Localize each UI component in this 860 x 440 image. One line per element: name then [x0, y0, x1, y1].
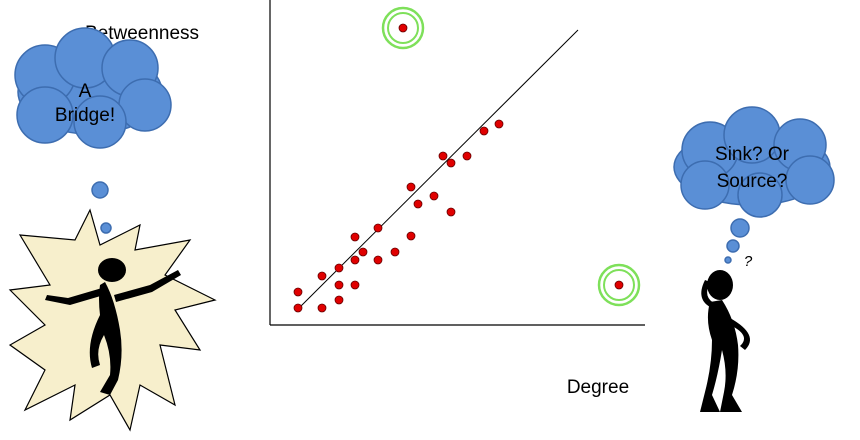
point [359, 248, 367, 256]
thinking-figure [700, 270, 750, 412]
point [335, 296, 343, 304]
point [391, 248, 399, 256]
slide: Betweenness Degree A Bridge! Sink? Or So… [0, 0, 860, 435]
left-thought-cloud [15, 28, 171, 233]
point [407, 232, 415, 240]
x-axis-label: Degree [567, 377, 629, 398]
point [463, 152, 471, 160]
point [495, 120, 503, 128]
outlier-top [383, 8, 423, 48]
point [318, 272, 326, 280]
scatter-points [294, 120, 503, 312]
point [374, 256, 382, 264]
excited-figure [10, 210, 215, 430]
left-cloud-text: Bridge! [55, 105, 115, 126]
point [447, 208, 455, 216]
point [294, 288, 302, 296]
outlier-right [599, 265, 639, 305]
point [351, 281, 359, 289]
point [480, 127, 488, 135]
point [318, 304, 326, 312]
point [430, 192, 438, 200]
point [439, 152, 447, 160]
point [414, 200, 422, 208]
point [407, 183, 415, 191]
point [294, 304, 302, 312]
point [351, 256, 359, 264]
point [447, 159, 455, 167]
point [374, 224, 382, 232]
point [335, 264, 343, 272]
right-cloud-text: Source? [717, 171, 788, 192]
point [335, 281, 343, 289]
point [351, 233, 359, 241]
question-mark: ? [744, 253, 753, 270]
left-cloud-text: A [79, 81, 92, 102]
right-cloud-text: Sink? Or [715, 144, 790, 165]
